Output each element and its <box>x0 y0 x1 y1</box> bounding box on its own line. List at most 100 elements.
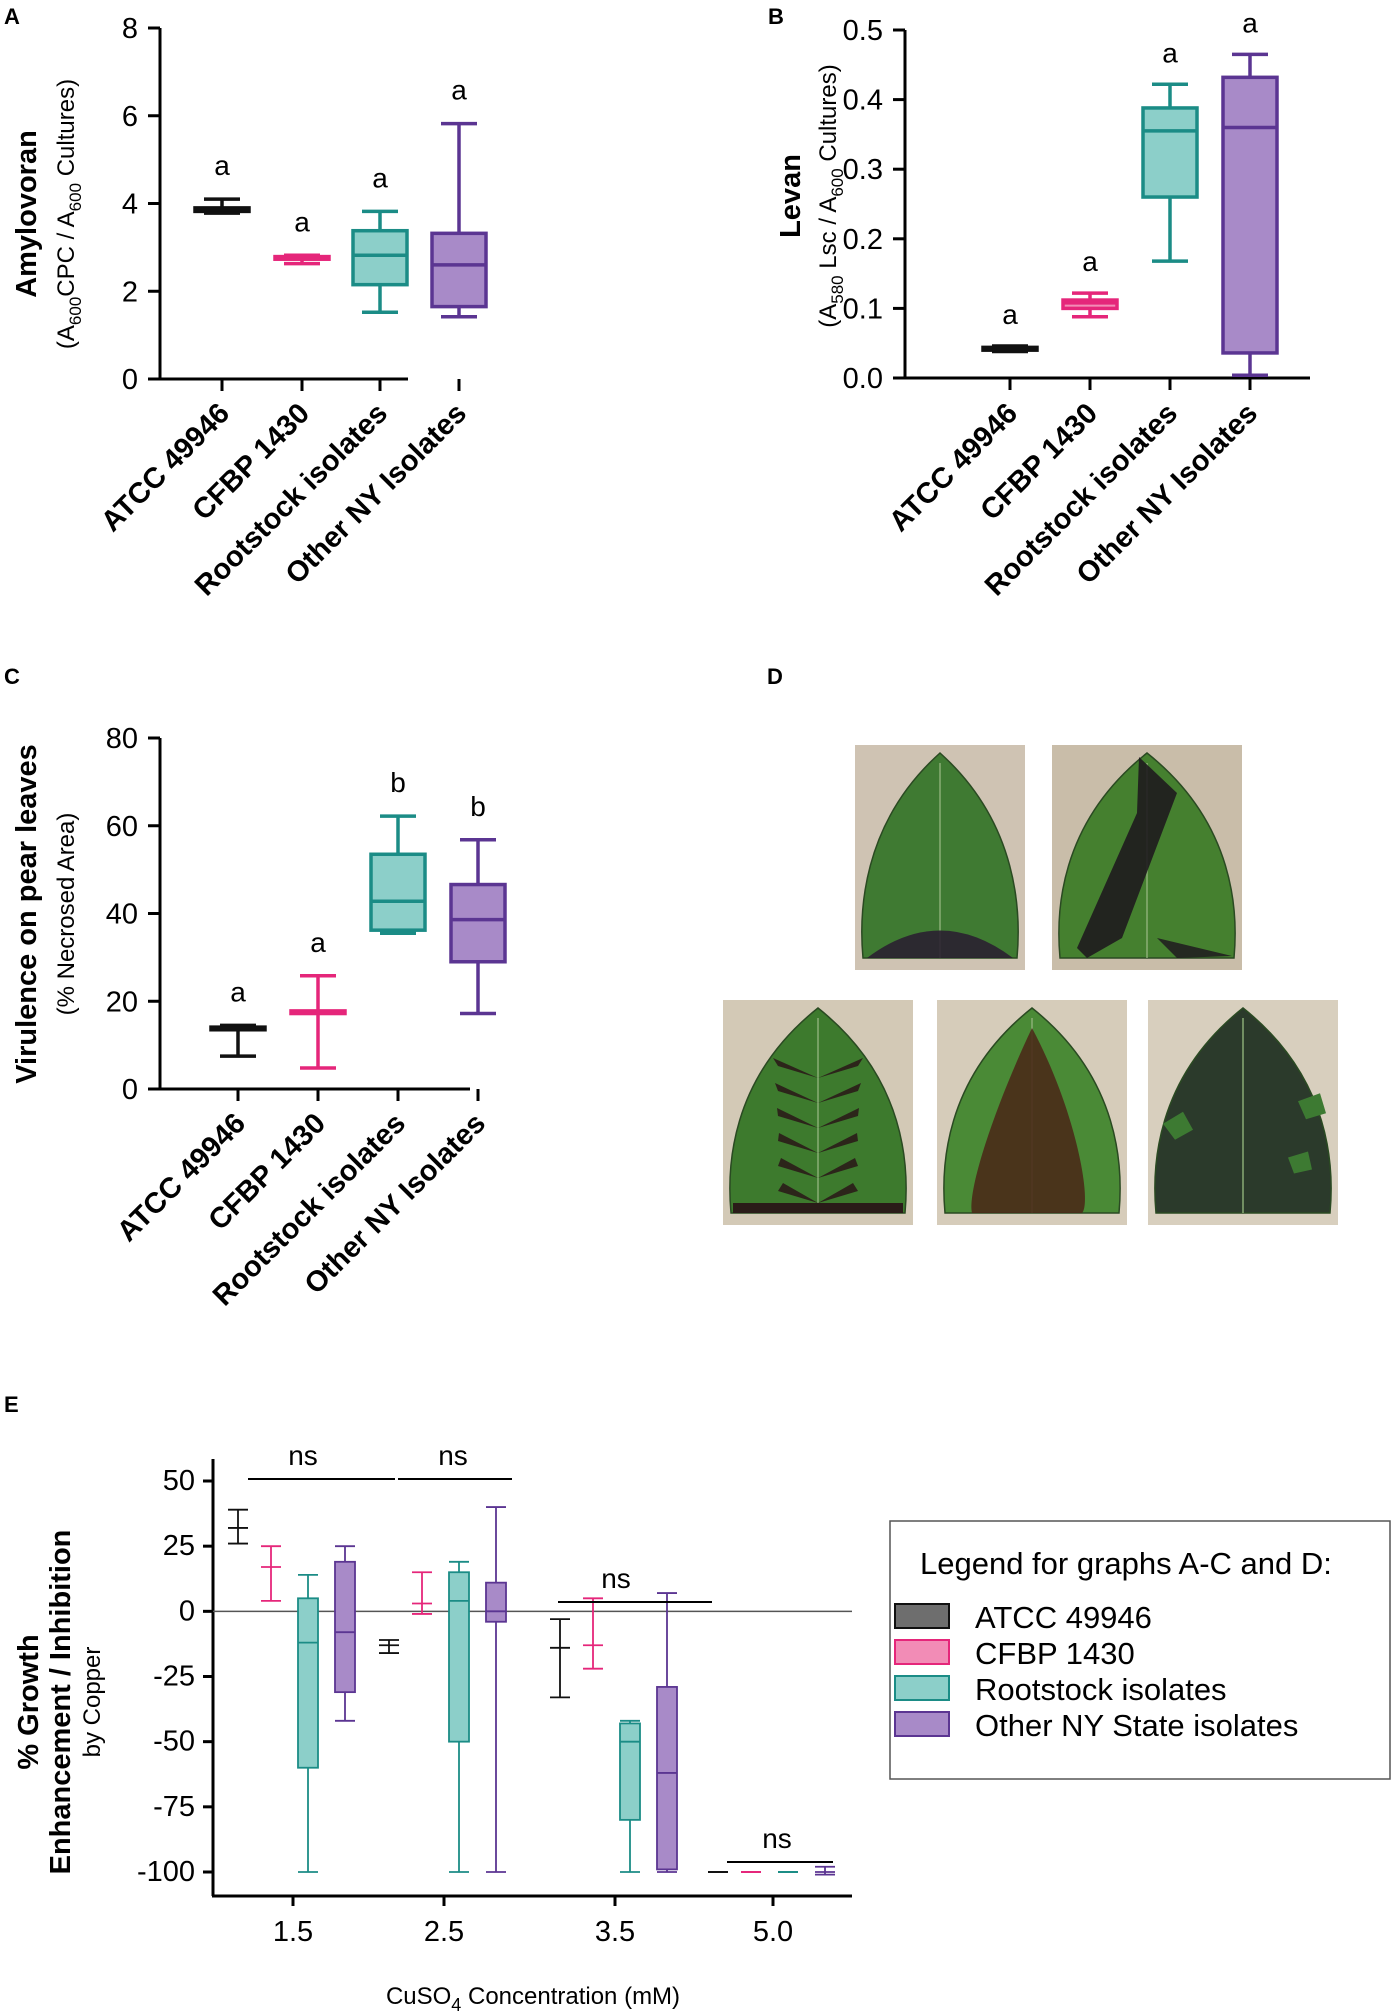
copper-box-1-group-2 <box>379 1639 399 1654</box>
levan-y-tick-label: 0.3 <box>843 154 883 186</box>
leaf-necrosis-base <box>733 1203 903 1213</box>
copper-box-3-group-3 <box>619 1719 641 1873</box>
copper-ns-label: ns <box>288 1440 318 1471</box>
legend-swatch-other-ny <box>894 1711 950 1737</box>
copper-box-1-group-3 <box>550 1618 570 1699</box>
levan-chart: Levan (A580 Lsc / A600 Cultures) 0.0 0.1 0… <box>775 7 1310 602</box>
amylovoran-box-2 <box>273 253 331 266</box>
copper-x-tick-label: 1.5 <box>273 1916 313 1948</box>
leaf-necrosis-vein <box>778 1133 818 1153</box>
copper-box-4-group-3 <box>656 1592 678 1873</box>
panel-letter-c: C <box>4 664 20 689</box>
amylovoran-y-tick-label: 2 <box>122 276 138 308</box>
copper-x-label: CuSO4 Concentration (mM) <box>386 1983 680 2013</box>
amylovoran-y-tick-label: 4 <box>122 189 138 221</box>
virulence-box-3 <box>369 814 427 935</box>
leaf-necrosis-vein <box>818 1133 858 1153</box>
leaf-necrosis-edge <box>1157 938 1232 958</box>
levan-y-label: Levan <box>775 154 807 238</box>
leaf-necrosis-vein <box>818 1083 861 1103</box>
copper-iqr-box <box>297 1597 319 1769</box>
leaf-photo-3 <box>723 1000 913 1225</box>
leaf-necrosis-vein <box>818 1183 858 1203</box>
copper-y-label-line3: by Copper <box>79 1647 106 1758</box>
leaf-necrosis-vein <box>773 1058 818 1078</box>
levan-significance-letter: a <box>1082 246 1098 277</box>
copper-y-tick-label: 50 <box>163 1465 195 1497</box>
copper-box-2-group-1 <box>261 1545 281 1602</box>
leaf-necrosis <box>971 1028 1085 1213</box>
copper-box-4-group-1 <box>334 1545 356 1722</box>
virulence-significance-letter: b <box>390 767 406 798</box>
levan-y-tick-label: 0.0 <box>843 363 883 395</box>
copper-y-label-line2: Enhancement / Inhibition <box>45 1530 77 1875</box>
copper-x-tick-label: 3.5 <box>595 1916 635 1948</box>
copper-ns-label: ns <box>762 1823 792 1854</box>
copper-box-1-group-1 <box>228 1508 248 1545</box>
virulence-significance-letter: b <box>470 791 486 822</box>
amylovoran-y-tick-label: 8 <box>122 13 138 45</box>
levan-iqr-box <box>1141 106 1199 199</box>
copper-iqr-box <box>656 1686 678 1871</box>
amylovoran-y-tick-label: 6 <box>122 101 138 133</box>
levan-y-sublabel: (A580 Lsc / A600 Cultures) <box>815 64 847 327</box>
virulence-significance-letter: a <box>310 927 326 958</box>
copper-iqr-box <box>485 1581 507 1623</box>
leaf-photo-2 <box>1052 745 1242 970</box>
copper-chart: % Growth Enhancement / Inhibition by Cop… <box>13 1440 852 2013</box>
levan-box-2 <box>1061 291 1119 319</box>
virulence-chart: Virulence on pear leaves (% Necrosed Are… <box>11 723 507 1312</box>
leaf-necrosis-vein <box>818 1158 858 1178</box>
amylovoran-box-3 <box>351 209 409 315</box>
amylovoran-box-4 <box>430 121 488 319</box>
copper-y-tick-label: 25 <box>163 1530 195 1562</box>
virulence-y-tick-label: 40 <box>106 899 138 931</box>
legend-swatch-rootstock <box>894 1675 950 1701</box>
copper-y-tick-label: -75 <box>153 1791 195 1823</box>
virulence-iqr-box <box>449 882 507 964</box>
copper-y-label-line1: % Growth <box>13 1634 45 1769</box>
virulence-box-2 <box>289 974 347 1070</box>
virulence-significance-letter: a <box>230 976 246 1007</box>
copper-box-3-group-2 <box>448 1560 470 1873</box>
leaf-green-patch <box>1288 1151 1312 1174</box>
copper-iqr-box <box>448 1571 470 1743</box>
legend-swatch-cfbp <box>894 1639 950 1665</box>
legend-title: Legend for graphs A-C and D: <box>920 1546 1332 1581</box>
amylovoran-iqr-box <box>351 228 409 287</box>
copper-x-tick-label: 2.5 <box>424 1916 464 1948</box>
levan-significance-letter: a <box>1002 299 1018 330</box>
amylovoran-y-label: Amylovoran <box>11 130 43 298</box>
levan-iqr-box <box>1221 75 1279 355</box>
legend: Legend for graphs A-C and D: ATCC 49946 … <box>889 1520 1391 1780</box>
leaf-necrosis-vein <box>778 1183 818 1203</box>
leaf-necrosis-vein <box>778 1158 818 1178</box>
levan-y-tick-label: 0.4 <box>843 85 883 117</box>
copper-box-4-group-4 <box>815 1865 835 1876</box>
levan-box-3 <box>1141 82 1199 263</box>
copper-box-3-group-1 <box>297 1573 319 1873</box>
levan-box-4 <box>1221 52 1279 377</box>
levan-box-1 <box>981 344 1039 354</box>
copper-y-tick-label: -100 <box>137 1856 195 1888</box>
copper-y-tick-label: 0 <box>179 1595 195 1627</box>
leaf-photo-1 <box>855 745 1025 970</box>
levan-significance-letter: a <box>1242 7 1258 38</box>
legend-label-rootstock: Rootstock isolates <box>975 1672 1227 1707</box>
amylovoran-significance-letter: a <box>372 162 388 193</box>
legend-frame <box>889 1520 1391 1780</box>
leaf-necrosis-vein <box>777 1108 818 1128</box>
legend-label-cfbp: CFBP 1430 <box>975 1636 1135 1671</box>
leaf-necrosis <box>867 930 1013 958</box>
virulence-box-1 <box>209 1023 267 1058</box>
leaf-necrosis-vein <box>775 1083 818 1103</box>
virulence-y-sublabel: (% Necrosed Area) <box>53 813 80 1016</box>
amylovoran-significance-letter: a <box>451 75 467 106</box>
virulence-y-label: Virulence on pear leaves <box>11 744 43 1084</box>
legend-label-atcc: ATCC 49946 <box>975 1600 1152 1635</box>
copper-ns-label: ns <box>438 1440 468 1471</box>
panel-letter-a: A <box>4 4 20 29</box>
levan-y-tick-label: 0.5 <box>843 15 883 47</box>
panel-letter-b: B <box>768 4 784 29</box>
